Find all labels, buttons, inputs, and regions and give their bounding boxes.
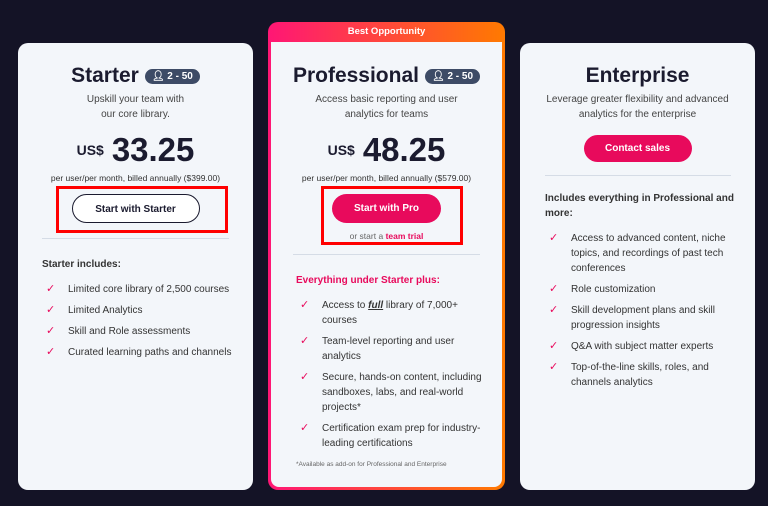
list-item: ✓ Team-level reporting and user analytics — [300, 335, 455, 362]
list-item: ✓ Skill and Role assessments — [46, 325, 191, 337]
divider — [293, 254, 480, 255]
plan-title: Enterprise — [585, 64, 690, 87]
check-icon: ✓ — [549, 304, 559, 316]
feature-list: Everything under Starter plus: ✓ Access t… — [296, 273, 490, 472]
check-icon: ✓ — [46, 346, 56, 358]
start-with-starter-button[interactable]: Start with Starter — [71, 194, 200, 223]
professional-plan-card: Best Opportunity Professional 👤︎ 2 - 50 A… — [268, 22, 505, 490]
enterprise-plan-card: Enterprise Leverage greater flexibility … — [520, 43, 755, 490]
team-size-badge: 👤︎ 2 - 50 — [424, 68, 481, 84]
best-opportunity-banner: Best Opportunity — [347, 26, 426, 37]
billing-note: per user/per month, billed annually ($39… — [50, 173, 221, 183]
list-item: ✓ Limited core library of 2,500 courses — [46, 283, 230, 295]
list-item: ✓ Skill development plans and skill progr… — [549, 304, 715, 331]
check-icon: ✓ — [549, 283, 559, 295]
check-icon: ✓ — [300, 422, 310, 434]
check-icon: ✓ — [549, 361, 559, 373]
plan-description: Leverage greater flexibility and advance… — [546, 94, 729, 120]
check-icon: ✓ — [46, 304, 56, 316]
starter-plan-card: Starter 👤︎ 2 - 50 Upskill your team with o… — [18, 43, 253, 490]
plan-price: US$ 48.25 — [327, 131, 446, 168]
plan-title: Starter — [71, 64, 139, 87]
team-size-badge: 👤︎ 2 - 50 — [144, 68, 200, 84]
list-item: ✓ Top-of-the-line skills, roles, and chan… — [549, 361, 709, 388]
feature-list: Starter includes: ✓ Limited core library … — [42, 257, 239, 366]
team-trial-link[interactable]: team trial — [385, 231, 424, 241]
list-item: ✓ Limited Analytics — [46, 304, 143, 316]
plan-price: US$ 33.25 — [76, 131, 195, 168]
user-icon: 👤︎ — [151, 70, 168, 82]
billing-note: per user/per month, billed annually ($57… — [301, 173, 472, 183]
list-item: ✓ Access to advanced content, niche topic… — [549, 232, 726, 274]
list-item: ✓ Access to full library of 7,000+ course… — [300, 299, 458, 326]
list-item: ✓ Q&A with subject matter experts — [549, 340, 714, 352]
check-icon: ✓ — [300, 371, 310, 383]
list-item: ✓ Secure, hands-on content, including san… — [300, 371, 482, 413]
check-icon: ✓ — [300, 299, 310, 311]
contact-sales-button[interactable]: Contact sales — [583, 135, 692, 162]
check-icon: ✓ — [549, 340, 559, 352]
list-item: ✓ Role customization — [549, 283, 656, 295]
highlight-box — [56, 186, 228, 233]
check-icon: ✓ — [549, 232, 559, 244]
highlight-box — [321, 186, 463, 245]
divider — [545, 175, 731, 176]
team-trial-text: or start a team trial — [349, 231, 424, 241]
plan-description: Access basic reporting and user analytics… — [315, 94, 458, 120]
feature-list: Includes everything in Professional and … — [545, 191, 741, 396]
list-item: ✓ Curated learning paths and channels — [46, 346, 232, 358]
list-item: ✓ Certification exam prep for industry-le… — [300, 422, 481, 449]
plan-description: Upskill your team with our core library. — [86, 94, 185, 120]
user-icon: 👤︎ — [431, 70, 448, 82]
divider — [42, 238, 229, 239]
plan-title: Professional — [292, 64, 419, 87]
check-icon: ✓ — [46, 325, 56, 337]
check-icon: ✓ — [300, 335, 310, 347]
start-with-pro-button[interactable]: Start with Pro — [331, 194, 441, 223]
footnote: *Available as add-on for Professional an… — [296, 461, 447, 468]
check-icon: ✓ — [46, 283, 56, 295]
